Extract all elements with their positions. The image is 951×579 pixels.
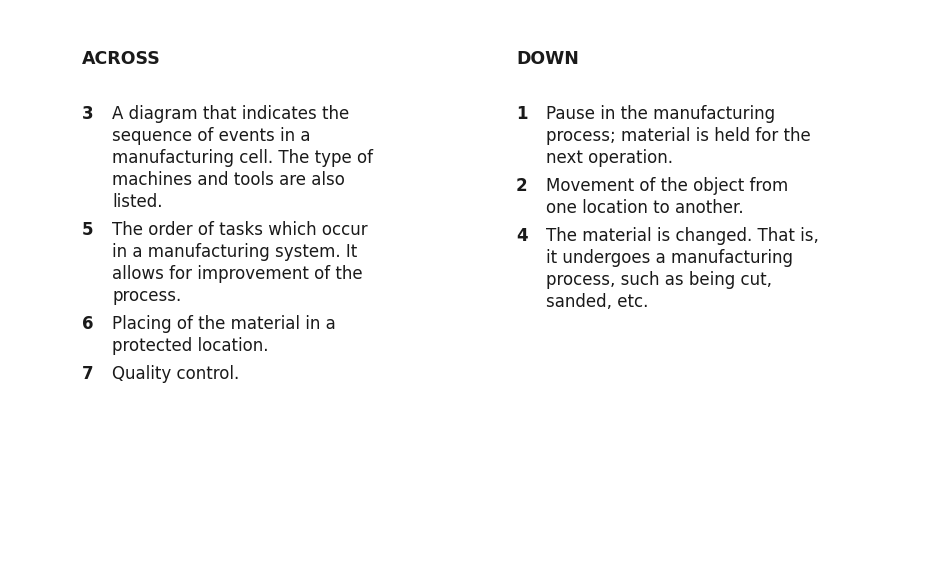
Text: it undergoes a manufacturing: it undergoes a manufacturing [546,249,793,267]
Text: sequence of events in a: sequence of events in a [112,127,310,145]
Text: A diagram that indicates the: A diagram that indicates the [112,105,349,123]
Text: sanded, etc.: sanded, etc. [546,293,649,311]
Text: process.: process. [112,287,182,305]
Text: Movement of the object from: Movement of the object from [546,177,788,195]
Text: The material is changed. That is,: The material is changed. That is, [546,227,819,245]
Text: in a manufacturing system. It: in a manufacturing system. It [112,243,358,261]
Text: DOWN: DOWN [516,50,579,68]
Text: 5: 5 [82,221,93,239]
Text: Quality control.: Quality control. [112,365,240,383]
Text: The order of tasks which occur: The order of tasks which occur [112,221,368,239]
Text: ACROSS: ACROSS [82,50,161,68]
Text: allows for improvement of the: allows for improvement of the [112,265,362,283]
Text: machines and tools are also: machines and tools are also [112,171,345,189]
Text: protected location.: protected location. [112,337,268,355]
Text: 3: 3 [82,105,93,123]
Text: listed.: listed. [112,193,163,211]
Text: 2: 2 [516,177,528,195]
Text: process; material is held for the: process; material is held for the [546,127,811,145]
Text: 7: 7 [82,365,93,383]
Text: 6: 6 [82,315,93,333]
Text: Pause in the manufacturing: Pause in the manufacturing [546,105,775,123]
Text: manufacturing cell. The type of: manufacturing cell. The type of [112,149,373,167]
Text: Placing of the material in a: Placing of the material in a [112,315,336,333]
Text: 4: 4 [516,227,528,245]
Text: next operation.: next operation. [546,149,673,167]
Text: process, such as being cut,: process, such as being cut, [546,271,772,289]
Text: 1: 1 [516,105,528,123]
Text: one location to another.: one location to another. [546,199,744,217]
